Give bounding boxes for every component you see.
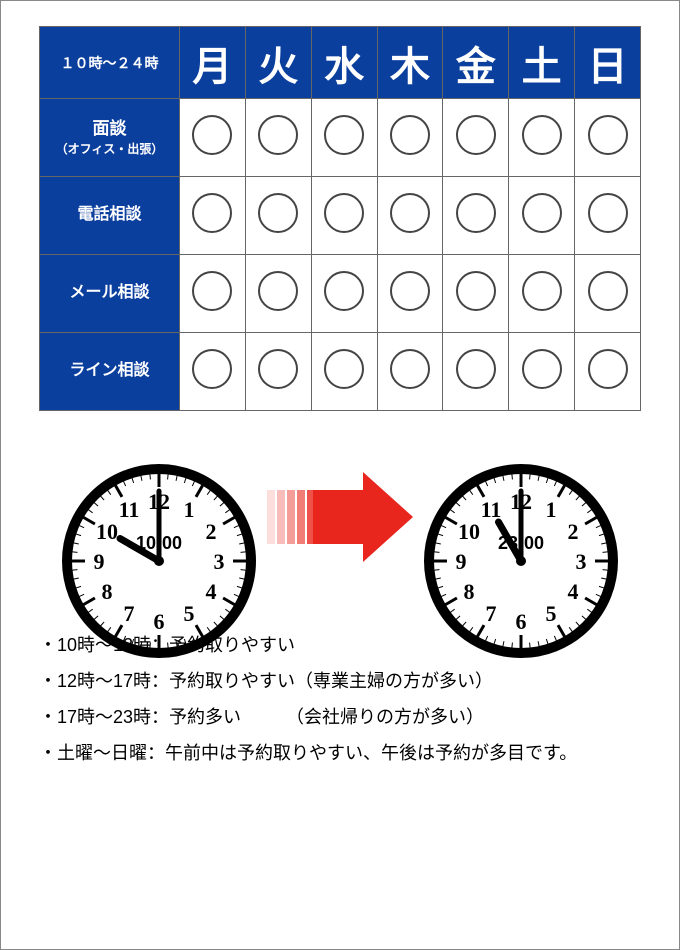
day-header: 木 — [377, 27, 443, 99]
svg-text:8: 8 — [102, 579, 113, 604]
circle-icon — [522, 349, 562, 389]
availability-cell — [377, 177, 443, 255]
day-header: 金 — [443, 27, 509, 99]
clock-row: 121234567891011 10:00 121234567891011 23… — [39, 461, 641, 572]
circle-icon — [588, 349, 628, 389]
circle-icon — [324, 271, 364, 311]
clock-left: 121234567891011 10:00 — [59, 461, 259, 572]
availability-cell — [311, 177, 377, 255]
availability-cell — [509, 255, 575, 333]
circle-icon — [192, 193, 232, 233]
availability-cell — [180, 177, 246, 255]
note-line: ・17時～23時：予約多い （会社帰りの方が多い） — [39, 699, 641, 735]
svg-text:7: 7 — [486, 601, 497, 626]
availability-cell — [377, 333, 443, 411]
arrow-icon — [267, 472, 413, 562]
svg-text:11: 11 — [481, 497, 502, 522]
svg-text:6: 6 — [516, 609, 527, 634]
svg-text:5: 5 — [546, 601, 557, 626]
svg-text:7: 7 — [124, 601, 135, 626]
svg-text:1: 1 — [546, 497, 557, 522]
row-header: ライン相談 — [40, 333, 180, 411]
circle-icon — [390, 193, 430, 233]
availability-cell — [245, 333, 311, 411]
note-line: ・12時～17時：予約取りやすい（専業主婦の方が多い） — [39, 663, 641, 699]
availability-cell — [245, 177, 311, 255]
circle-icon — [456, 193, 496, 233]
availability-cell — [575, 177, 641, 255]
table-corner: １０時～２４時 — [40, 27, 180, 99]
day-header: 日 — [575, 27, 641, 99]
availability-cell — [509, 333, 575, 411]
availability-cell — [443, 255, 509, 333]
availability-cell — [245, 255, 311, 333]
circle-icon — [390, 115, 430, 155]
availability-cell — [509, 177, 575, 255]
day-header: 水 — [311, 27, 377, 99]
svg-text:8: 8 — [464, 579, 475, 604]
circle-icon — [258, 271, 298, 311]
circle-icon — [258, 115, 298, 155]
circle-icon — [588, 193, 628, 233]
availability-cell — [575, 99, 641, 177]
day-header: 月 — [180, 27, 246, 99]
row-header: 面談（オフィス・出張） — [40, 99, 180, 177]
row-header: メール相談 — [40, 255, 180, 333]
circle-icon — [324, 115, 364, 155]
circle-icon — [522, 115, 562, 155]
clock-right: 121234567891011 23:00 — [421, 461, 621, 572]
availability-cell — [377, 99, 443, 177]
circle-icon — [456, 115, 496, 155]
availability-cell — [311, 255, 377, 333]
circle-icon — [588, 115, 628, 155]
svg-text:4: 4 — [567, 579, 578, 604]
clock-right-label: 23:00 — [421, 533, 621, 554]
availability-table: １０時～２４時 月 火 水 木 金 土 日 面談（オフィス・出張）電話相談メール… — [39, 26, 641, 411]
circle-icon — [390, 271, 430, 311]
circle-icon — [324, 193, 364, 233]
availability-cell — [575, 333, 641, 411]
row-header: 電話相談 — [40, 177, 180, 255]
availability-cell — [311, 333, 377, 411]
circle-icon — [192, 271, 232, 311]
availability-cell — [443, 333, 509, 411]
availability-cell — [575, 255, 641, 333]
svg-text:4: 4 — [205, 579, 216, 604]
circle-icon — [456, 349, 496, 389]
circle-icon — [192, 115, 232, 155]
day-header: 土 — [509, 27, 575, 99]
circle-icon — [258, 193, 298, 233]
circle-icon — [390, 349, 430, 389]
day-header: 火 — [245, 27, 311, 99]
circle-icon — [522, 193, 562, 233]
circle-icon — [192, 349, 232, 389]
availability-cell — [509, 99, 575, 177]
availability-cell — [245, 99, 311, 177]
svg-text:5: 5 — [184, 601, 195, 626]
circle-icon — [588, 271, 628, 311]
availability-cell — [377, 255, 443, 333]
circle-icon — [456, 271, 496, 311]
availability-cell — [180, 333, 246, 411]
availability-cell — [180, 255, 246, 333]
circle-icon — [324, 349, 364, 389]
circle-icon — [522, 271, 562, 311]
clock-left-label: 10:00 — [59, 533, 259, 554]
note-line: ・土曜～日曜：午前中は予約取りやすい、午後は予約が多目です。 — [39, 735, 641, 771]
availability-cell — [443, 99, 509, 177]
circle-icon — [258, 349, 298, 389]
availability-cell — [443, 177, 509, 255]
availability-cell — [311, 99, 377, 177]
availability-cell — [180, 99, 246, 177]
svg-text:1: 1 — [184, 497, 195, 522]
svg-text:11: 11 — [119, 497, 140, 522]
